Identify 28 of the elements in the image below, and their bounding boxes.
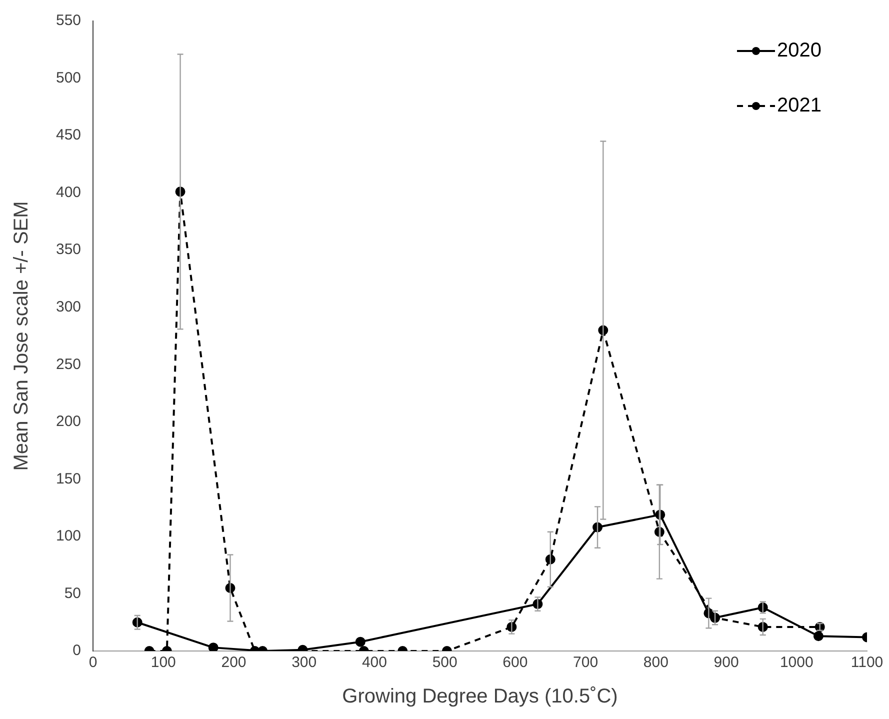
x-tick-label: 0 [88,654,98,672]
x-tick-label: 200 [221,654,246,672]
legend-label: 2021 [777,94,822,117]
y-tick-label: 150 [56,470,82,488]
x-tick-label: 300 [292,654,317,672]
y-tick-label: 100 [56,528,82,545]
y-tick-label: 300 [56,298,82,316]
legend-label: 2020 [777,40,822,62]
x-tick-label: 500 [432,654,458,672]
x-tick-label: 400 [362,654,387,672]
y-tick-label: 200 [56,413,82,430]
y-tick-label: 450 [56,126,82,144]
y-tick-label: 350 [56,241,82,258]
x-axis-title: Growing Degree Days (10.5˚C) [342,686,618,708]
y-tick-label: 50 [64,584,82,602]
x-tick-label: 100 [150,654,176,672]
x-tick-label: 1100 [850,654,884,672]
y-tick-label: 400 [56,184,82,201]
y-tick-label: 250 [56,356,82,373]
y-tick-label: 550 [56,12,82,30]
y-tick-label: 0 [72,642,82,660]
x-tick-label: 1000 [780,654,814,672]
y-axis-title: Mean San Jose scale +/- SEM [10,201,33,471]
x-tick-label: 700 [573,654,598,672]
y-tick-label: 500 [56,69,82,86]
x-tick-label: 900 [714,654,739,672]
x-tick-label: 800 [643,654,668,672]
x-tick-label: 600 [502,654,528,672]
